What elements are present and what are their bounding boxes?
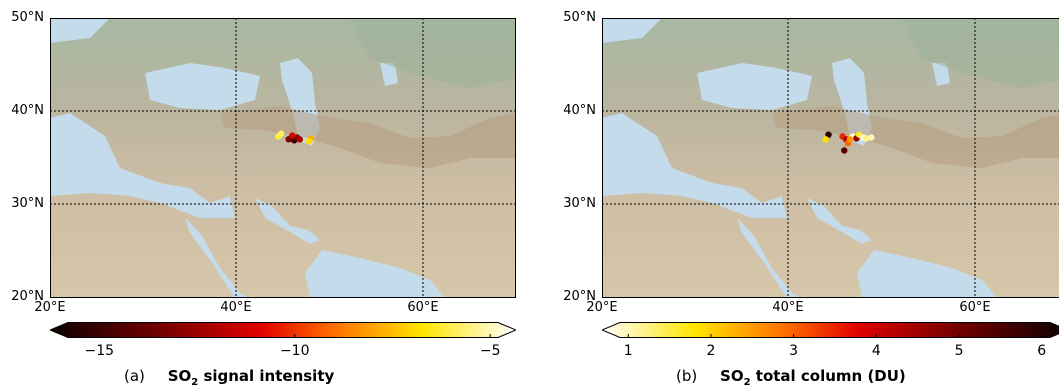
mountain-belt [220,106,516,168]
persian-gulf [255,198,320,244]
colorbar-a-ticks [98,334,491,338]
map-frame [50,18,516,298]
so2-point [289,132,296,139]
colorbar-tick-label: 2 [706,343,716,359]
aral-sea [932,63,950,86]
caption-b-letter: (b) [676,367,698,385]
so2-points-a [275,130,315,145]
lon-label-60: 60°E [407,300,439,315]
colorbar-b-fill [602,322,1059,338]
caption-b: (b) SO2 total column (DU) [676,367,906,388]
lat-label-40: 40°N [563,103,596,118]
caption-b-title: SO2 total column (DU) [720,367,906,388]
lon-label-20: 20°E [586,300,618,315]
lon-label-20: 20°E [34,300,66,315]
colorbar-a-fill [50,322,516,338]
colorbar-tick-label: −15 [84,343,115,359]
panel-a: 50°N 40°N 30°N 20°N [0,0,520,390]
lat-label-50: 50°N [11,10,44,25]
colorbar-a [50,322,516,338]
map-a-svg [50,18,516,298]
lat-label-30: 30°N [563,196,596,211]
steppe-region [350,18,516,88]
colorbar-b-ticks [627,334,1043,338]
caption-a: (a) SO2 signal intensity [124,367,334,388]
so2-point [296,136,303,143]
colorbar-tick-label: 1 [623,343,633,359]
arabian-sea [857,250,997,298]
red-sea [185,218,250,298]
gridlines [602,18,1059,298]
lat-label-20: 20°N [563,289,596,304]
so2-point [822,136,829,143]
steppe-region [902,18,1059,88]
so2-point [846,136,854,143]
so2-point [277,130,285,137]
colorbar-tick-label: 3 [789,343,799,359]
so2-point [868,134,875,141]
map-b [602,18,1059,298]
arabian-sea [305,250,445,298]
black-sea [697,63,812,110]
persian-gulf [807,198,872,244]
lat-label-20: 20°N [11,289,44,304]
colorbar-tick-label: −5 [479,343,501,359]
so2-points-b [822,131,875,154]
colorbar-tick-label: 5 [954,343,964,359]
lon-label-60: 60°E [959,300,991,315]
lon-label-40: 40°E [772,300,804,315]
colorbar-tick-label: 6 [1037,343,1047,359]
mediterranean-sea [602,113,787,218]
mountain-belt [772,106,1059,168]
map-b-svg [602,18,1059,298]
lat-label-40: 40°N [11,103,44,118]
panel-b: 50°N 40°N 30°N 20°N 20°E 40°E [552,0,1059,390]
lat-label-30: 30°N [11,196,44,211]
map-frame [602,18,1059,298]
colorbar-b [602,322,1059,338]
so2-point [841,147,848,154]
lat-label-50: 50°N [563,10,596,25]
so2-point [825,131,832,138]
lon-label-40: 40°E [220,300,252,315]
aral-sea [380,63,398,86]
colorbar-tick-label: 4 [871,343,881,359]
map-a [50,18,516,298]
caption-a-title: SO2 signal intensity [167,367,335,388]
baltic-sea [602,18,662,43]
so2-point [305,138,313,145]
gridlines [50,18,516,298]
red-sea [737,218,802,298]
baltic-sea [50,18,110,43]
caption-a-letter: (a) [124,367,145,385]
mediterranean-sea [50,113,235,218]
black-sea [145,63,260,110]
colorbar-tick-label: −10 [279,343,310,359]
